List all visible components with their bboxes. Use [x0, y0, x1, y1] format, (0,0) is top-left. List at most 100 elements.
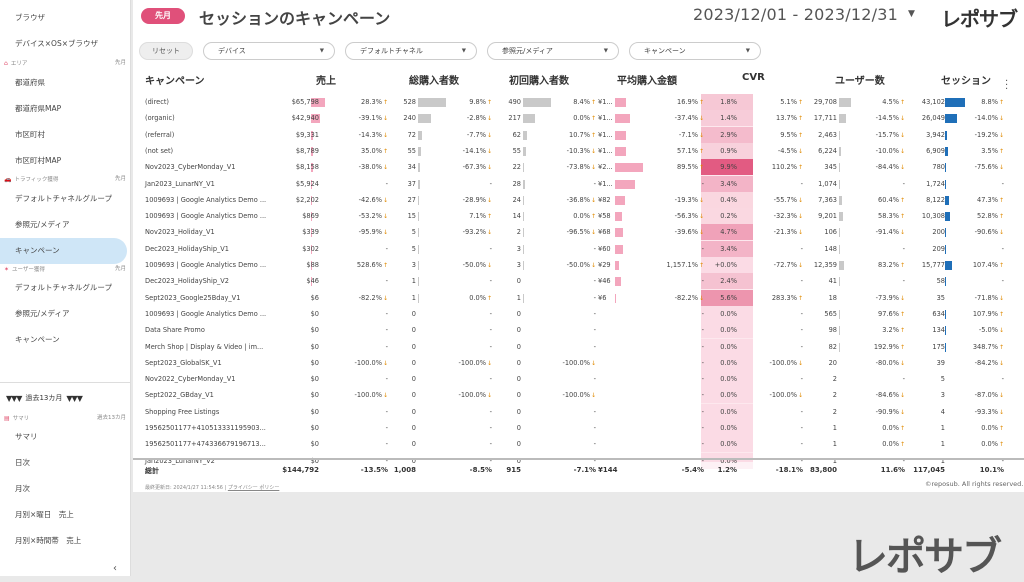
- col-header-revenue[interactable]: 売上: [316, 76, 336, 87]
- chevron-down-icon[interactable]: ▼: [908, 9, 915, 19]
- sidebar-item-device-os-browser[interactable]: デバイス×OS×ブラウザ: [15, 39, 99, 48]
- table-row[interactable]: 19562501177+410513331195903... $0 - 0 - 0 - - 0.…: [133, 420, 1024, 436]
- rev-change: -100.0%↓: [354, 391, 388, 400]
- sidebar-item-summary[interactable]: サマリ: [15, 432, 38, 441]
- col-header-first-purchasers[interactable]: 初回購入者数: [509, 76, 569, 87]
- table-row[interactable]: Dec2023_HolidayShip_V2 $46-1-0- ¥46-2.4% -4…: [133, 273, 1024, 290]
- rev-change: -39.1%↓: [358, 114, 388, 123]
- pur-bar: [418, 98, 446, 107]
- filter-label: デフォルトチャネル: [360, 47, 423, 55]
- arrow-up-icon: ↑: [698, 99, 704, 106]
- ses-bar: [945, 261, 953, 270]
- arrow-down-icon: ↓: [590, 147, 596, 155]
- section-label: サマリ: [12, 416, 30, 422]
- col-header-avg-purchase[interactable]: 平均購入金額: [617, 76, 677, 87]
- table-row[interactable]: Nov2023_CyberMonday_V1 $8,158 -38.0%↓ 34 -67…: [133, 159, 1024, 176]
- campaign-name: 1009693 | Google Analytics Demo ...: [145, 261, 267, 269]
- cvr-change: -: [800, 424, 803, 432]
- table-row[interactable]: (referral) $9,331 -14.3%↓ 72 -7.7%↓ 62 10.7%↑ ¥…: [133, 126, 1024, 143]
- chevron-down-icon: ▼: [745, 48, 750, 54]
- sidebar-item-traffic-source[interactable]: 参照元/メディア: [15, 220, 70, 229]
- sidebar-item-user-channel[interactable]: デフォルトチャネルグループ: [15, 283, 112, 292]
- sidebar-item-city[interactable]: 市区町村: [15, 130, 45, 139]
- col-header-users[interactable]: ユーザー数: [835, 76, 885, 87]
- table-row[interactable]: Sept2023_GlobalSK_V1 $0 -100.0%↓ 0 -100.0%↓ 0…: [133, 354, 1024, 371]
- campaign-name: Jan2023_LunarNY_V2: [145, 456, 215, 465]
- filter-channel[interactable]: デフォルトチャネル ▼: [345, 42, 477, 60]
- pur-value: 0: [411, 440, 416, 449]
- sidebar-item-user-campaign[interactable]: キャンペーン: [15, 335, 60, 344]
- usr-bar: [839, 114, 846, 124]
- campaign-name: Nov2022_CyberMonday_V1: [145, 375, 236, 384]
- col-header-purchasers[interactable]: 総購入者数: [409, 76, 459, 87]
- section-period: 先月: [114, 60, 126, 66]
- table-row[interactable]: Nov2022_CyberMonday_V1 $0 - 0 - 0 - - 0.0% - 2 - 5 -: [133, 371, 1024, 388]
- table-row[interactable]: (not set) $8,789 35.0%↑ 55 -14.1%↓ 55 -10.3%↓ ¥…: [133, 142, 1024, 159]
- report-panel: 先月 セッションのキャンペーン 2023/12/01 - 2023/12/31 …: [133, 0, 1024, 492]
- table-row[interactable]: Data Share Promo $0 - 0 - 0 - - 0.0% - 98 3.2%↑ 134 -…: [133, 322, 1024, 339]
- sidebar-item-user-source[interactable]: 参照元/メディア: [15, 309, 70, 318]
- usr-value: 6,224: [818, 146, 837, 155]
- fir-value: 0: [516, 342, 521, 351]
- table-row[interactable]: 1009693 | Google Analytics Demo ... $88 52…: [133, 257, 1024, 273]
- sidebar-item-daily[interactable]: 日次: [15, 458, 30, 467]
- avg-change: 89.5%↑: [677, 163, 704, 172]
- avg-value: ¥68: [598, 228, 611, 237]
- total-users: 83,800: [809, 466, 837, 474]
- table-row[interactable]: Sept2022_GBday_V1 $0 -100.0%↓ 0 -100.0%↓ 0 -10…: [133, 387, 1024, 404]
- arrow-down-icon: ↓: [899, 164, 905, 172]
- campaign-name: Shopping Free Listings: [145, 407, 220, 416]
- col-header-sessions[interactable]: セッション: [941, 76, 991, 87]
- campaign-name: Data Share Promo: [145, 326, 205, 335]
- arrow-up-icon: ↑: [899, 262, 905, 269]
- sidebar-divider: [0, 382, 130, 383]
- sidebar-item-traffic-channel[interactable]: デフォルトチャネルグループ: [15, 194, 112, 203]
- sidebar-item-monthly[interactable]: 月次: [15, 484, 30, 493]
- reset-button[interactable]: リセット: [139, 42, 193, 60]
- sidebar-item-month-hour[interactable]: 月別×時間帯 売上: [15, 536, 82, 545]
- table-row[interactable]: (organic) $42,940 -39.1%↓ 240 -2.8%↓ 217 0.0%↑…: [133, 110, 1024, 127]
- cvr-change: -: [800, 326, 803, 335]
- cvr-change: -: [800, 179, 803, 188]
- fir-value: 22: [512, 163, 521, 172]
- table-row[interactable]: Jan2023_LunarNY_V2 $0 - 0 - 0 - - 0.0% - 1 - 1 -: [133, 452, 1024, 469]
- more-options-icon[interactable]: · · ·: [1005, 76, 1009, 95]
- arrow-down-icon: ↓: [899, 115, 905, 123]
- table-row[interactable]: Sept2023_Google25Bday_V1 $6 -82.2%↓ 1 0.0%↑ 1…: [133, 289, 1024, 306]
- collapse-sidebar-icon[interactable]: ‹: [113, 563, 117, 574]
- sidebar-item-browser[interactable]: ブラウザ: [15, 13, 45, 22]
- arrow-up-icon: ↑: [899, 327, 905, 335]
- sidebar-item-prefecture-map[interactable]: 都道府県MAP: [15, 104, 62, 113]
- sidebar-item-prefecture[interactable]: 都道府県: [15, 78, 45, 87]
- col-header-cvr[interactable]: CVR: [742, 72, 765, 83]
- table-row[interactable]: 1009693 | Google Analytics Demo ... $0 - 0 -…: [133, 305, 1024, 322]
- cvr-change: -: [800, 309, 803, 318]
- period-toggle[interactable]: ▼▼▼ 過去13カ月 ▼▼▼: [6, 392, 124, 404]
- fir-value: 55: [512, 146, 521, 155]
- table-row[interactable]: 1009693 | Google Analytics Demo ... $2,20…: [133, 191, 1024, 208]
- filter-source-medium[interactable]: 参照元/メディア ▼: [487, 42, 619, 60]
- sidebar-item-city-map[interactable]: 市区町村MAP: [15, 156, 62, 165]
- arrow-down-icon: ↓: [698, 213, 704, 221]
- sidebar-item-traffic-campaign[interactable]: キャンペーン: [0, 238, 127, 264]
- privacy-link[interactable]: プライバシー ポリシー: [227, 485, 280, 491]
- table-row[interactable]: 1009693 | Google Analytics Demo ... $869 -…: [133, 208, 1024, 225]
- table-row[interactable]: Merch Shop | Display & Video | im... $0 - 0…: [133, 338, 1024, 355]
- col-header-campaign[interactable]: キャンペーン: [145, 76, 205, 87]
- filter-device[interactable]: デバイス ▼: [203, 42, 335, 60]
- table-row[interactable]: Dec2023_HolidayShip_V1 $302-5-3- ¥60-3.4% -…: [133, 240, 1024, 257]
- table-row[interactable]: 19562501177+474336679196713... $0 - 0 - 0 - - 0.…: [133, 436, 1024, 453]
- rev-value: $0: [310, 440, 319, 449]
- date-range[interactable]: 2023/12/01 - 2023/12/31: [693, 5, 898, 24]
- pur-change: -14.1%↓: [462, 146, 492, 155]
- table-row[interactable]: (direct) $65,798 28.3%↑ 528 9.8%↑ 490 8.4%↑ ¥1.…: [133, 94, 1024, 110]
- ses-change: -75.6%↓: [974, 163, 1004, 172]
- arrow-up-icon: ↑: [899, 343, 905, 351]
- sidebar-item-month-weekday[interactable]: 月別×曜日 売上: [15, 510, 74, 519]
- table-row[interactable]: Jan2023_LunarNY_V1 $5,924-37-28- ¥1... -3.4…: [133, 175, 1024, 192]
- period-toggle-label: 過去13カ月: [25, 394, 63, 402]
- cvr-change: -4.5%↓: [777, 146, 803, 155]
- table-row[interactable]: Shopping Free Listings $0 - 0 - 0 - - 0.0% - 2 -90.…: [133, 403, 1024, 420]
- filter-campaign[interactable]: キャンペーン ▼: [629, 42, 761, 60]
- table-row[interactable]: Nov2023_Holiday_V1 $339 -95.9%↓ 5 -93.2%↓ 2 -9…: [133, 224, 1024, 241]
